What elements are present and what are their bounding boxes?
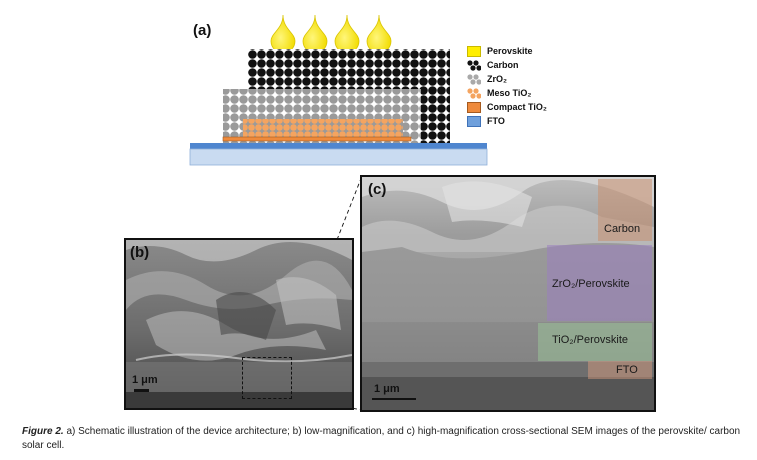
schematic-legend: Perovskite Carbon ZrO₂ Meso TiO₂ Compact… [467,44,547,128]
legend-swatch [467,101,481,113]
legend-label: ZrO₂ [487,74,507,84]
sem-texture [126,240,352,408]
figure-caption: Figure 2. a) Schematic illustration of t… [22,425,742,453]
legend-item-perovskite: Perovskite [467,44,547,58]
legend-label: Carbon [487,60,519,70]
overlay-tio2-perovskite [538,323,652,361]
legend-label: Perovskite [487,46,533,56]
caption-text: a) Schematic illustration of the device … [22,426,741,451]
device-schematic [189,14,488,166]
scale-bar-c-text: 1 μm [374,383,400,395]
legend-item-meso-tio2: Meso TiO₂ [467,86,547,100]
legend-item-zro2: ZrO₂ [467,72,547,86]
legend-item-carbon: Carbon [467,58,547,72]
scale-bar-c [372,398,416,400]
layer-label-zro2-perovskite: ZrO₂/Perovskite [552,278,630,290]
legend-item-fto: FTO [467,114,547,128]
meso-tio2-layer [243,119,403,137]
scale-bar-b [134,389,149,392]
legend-swatch [467,73,481,85]
layer-label-fto: FTO [616,364,638,376]
legend-label: Meso TiO₂ [487,88,532,98]
legend-label: Compact TiO₂ [487,102,547,112]
layer-label-carbon: Carbon [604,223,641,235]
panel-b-label: (b) [130,244,150,261]
glass-substrate [189,148,488,166]
legend-label: FTO [487,116,505,126]
legend-swatch [467,59,481,71]
fto-layer [190,143,487,149]
sem-image-low-magnification: (b) 1 μm [124,238,354,410]
overlay-zro2-perovskite [547,245,652,321]
caption-prefix: Figure 2. [22,426,64,437]
sem-image-high-magnification: Carbon ZrO₂/Perovskite TiO₂/Perovskite F… [360,175,656,412]
scale-bar-b-text: 1 μm [132,374,158,386]
zoom-region-box [242,357,292,399]
panel-a-label: (a) [193,22,212,39]
legend-item-compact-tio2: Compact TiO₂ [467,100,547,114]
legend-swatch [467,45,481,57]
layer-label-tio2-perovskite: TiO₂/Perovskite [552,334,628,346]
panel-c-label: (c) [368,181,387,198]
compact-tio2-layer [222,136,412,142]
legend-swatch [467,87,481,99]
overlay-carbon [598,179,652,241]
overlay-fto [588,361,652,379]
legend-swatch [467,115,481,127]
